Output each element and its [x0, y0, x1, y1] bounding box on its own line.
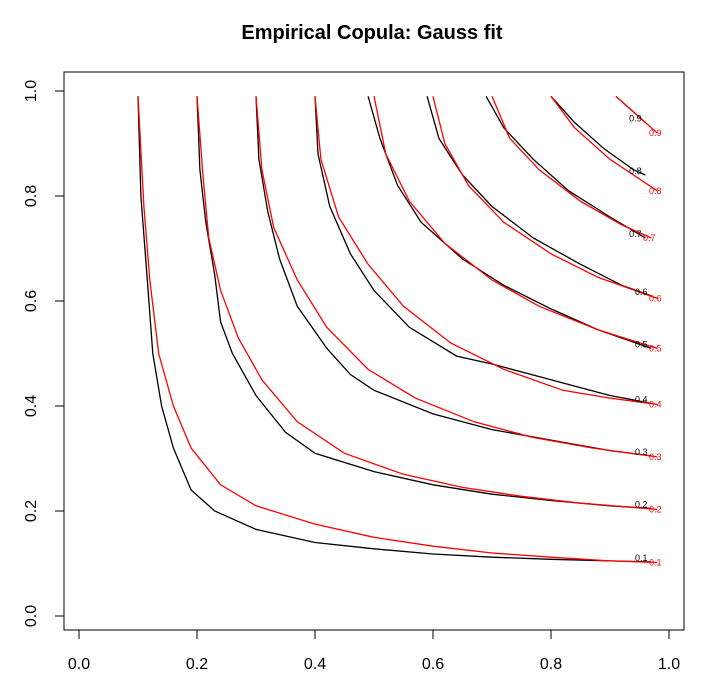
contour-line-fitted-0.6	[432, 96, 658, 300]
contour-label-0.1: 0.1	[649, 557, 662, 567]
y-tick-label: 1.0	[23, 80, 40, 102]
x-tick-label: 0.8	[540, 656, 562, 673]
contour-label-0.8: 0.8	[629, 166, 642, 176]
contour-label-0.5: 0.5	[649, 343, 662, 353]
contour-line-fitted-0.8	[550, 95, 658, 192]
contour-line-fitted-0.7	[491, 96, 652, 239]
contour-line-empirical-0.3	[255, 96, 652, 457]
x-tick-label: 0.0	[68, 656, 90, 673]
contour-line-fitted-0.2	[196, 96, 658, 511]
contour-lines	[137, 95, 658, 564]
contour-line-fitted-0.9	[615, 95, 658, 134]
contour-label-0.9: 0.9	[629, 114, 642, 124]
contour-line-fitted-0.4	[314, 96, 658, 406]
contour-line-fitted-0.3	[255, 96, 658, 458]
contour-label-0.3: 0.3	[649, 452, 662, 462]
contour-label-0.7: 0.7	[629, 229, 642, 239]
contour-label-0.5: 0.5	[635, 339, 648, 349]
y-tick-label: 0.6	[23, 290, 40, 312]
x-tick-label: 0.6	[422, 656, 444, 673]
x-tick-label: 0.4	[304, 656, 326, 673]
contour-line-empirical-0.6	[426, 96, 652, 297]
y-tick-label: 0.4	[23, 395, 40, 417]
contour-labels: 0.1 0.2 0.3 0.4 0.5 0.6 0.7 0.8 0.9 0.1 0.2 0.3 0.4 0…	[629, 114, 661, 568]
contour-label-0.4: 0.4	[635, 394, 648, 404]
contour-line-fitted-0.1	[137, 96, 658, 564]
contour-label-0.9: 0.9	[649, 128, 662, 138]
contour-label-0.6: 0.6	[649, 293, 662, 303]
chart-title: Empirical Copula: Gauss fit	[241, 22, 503, 44]
y-tick-label: 0.2	[23, 500, 40, 522]
y-tick-label: 0.0	[23, 605, 40, 627]
contour-line-empirical-0.4	[314, 96, 652, 405]
contour-label-0.3: 0.3	[635, 447, 648, 457]
contour-line-empirical-0.7	[485, 95, 646, 239]
contour-label-0.2: 0.2	[635, 499, 648, 509]
contour-label-0.1: 0.1	[635, 553, 648, 563]
contour-label-0.6: 0.6	[635, 287, 648, 297]
plot-frame	[63, 71, 685, 631]
contour-label-0.7: 0.7	[643, 233, 656, 243]
contour-line-empirical-0.8	[550, 95, 646, 176]
contour-line-empirical-0.1	[137, 96, 652, 563]
y-tick-label: 0.8	[23, 185, 40, 207]
contour-label-0.4: 0.4	[649, 399, 662, 409]
contour-label-0.2: 0.2	[649, 504, 662, 514]
x-axis: 0.0 0.2 0.4 0.6 0.8 1.0	[68, 629, 680, 673]
x-tick-label: 1.0	[658, 656, 680, 673]
x-tick-label: 0.2	[186, 656, 208, 673]
y-axis: 0.0 0.2 0.4 0.6 0.8 1.0	[23, 80, 65, 627]
contour-line-fitted-0.5	[373, 96, 658, 349]
contour-label-0.8: 0.8	[649, 186, 662, 196]
